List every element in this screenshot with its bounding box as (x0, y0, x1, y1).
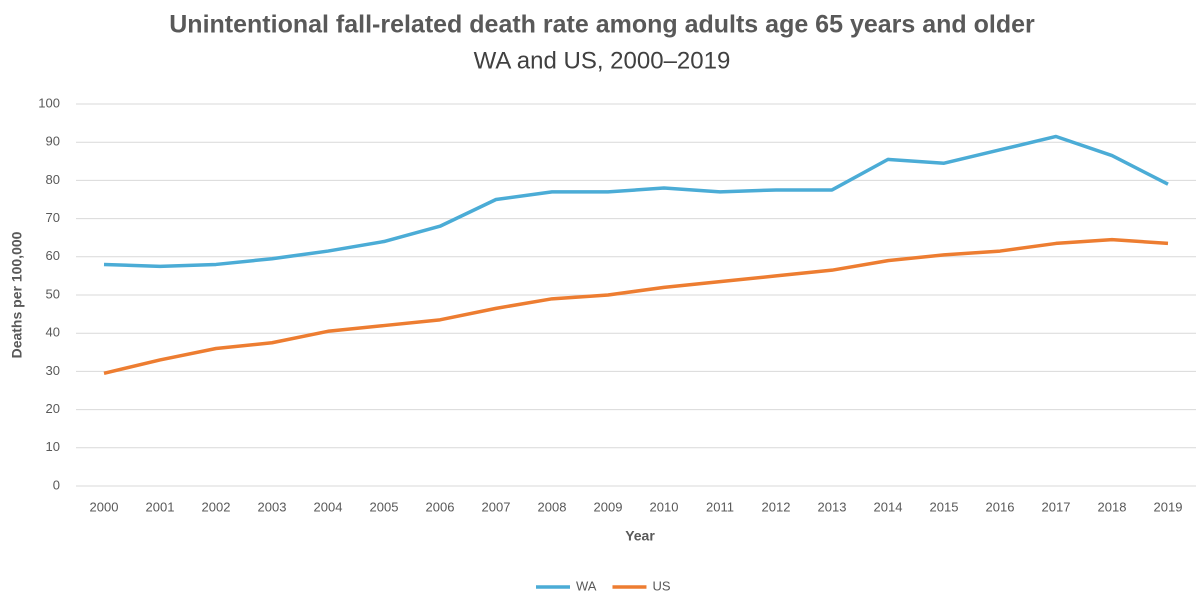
series-line (103, 237, 1169, 376)
x-tick-label: 2000 (90, 499, 119, 514)
x-axis-title: Year (625, 528, 655, 544)
x-tick-label: 2005 (370, 499, 399, 514)
y-tick-label: 70 (46, 210, 60, 225)
x-tick-label: 2006 (426, 499, 455, 514)
x-tick-label: 2012 (762, 499, 791, 514)
x-tick-label: 2002 (202, 499, 231, 514)
x-tick-label: 2017 (1042, 499, 1071, 514)
legend-label: WA (576, 578, 597, 593)
y-tick-label: 50 (46, 286, 60, 301)
chart-subtitle: WA and US, 2000–2019 (474, 47, 731, 74)
x-tick-label: 2010 (650, 499, 679, 514)
legend-label: US (652, 578, 670, 593)
y-axis-title: Deaths per 100,000 (9, 231, 25, 358)
series-line (103, 134, 1169, 269)
y-tick-label: 100 (38, 95, 60, 110)
x-tick-label: 2003 (258, 499, 287, 514)
x-tick-label: 2007 (482, 499, 511, 514)
x-tick-label: 2009 (594, 499, 623, 514)
x-tick-label: 2008 (538, 499, 567, 514)
x-tick-label: 2018 (1098, 499, 1127, 514)
y-tick-label: 40 (46, 325, 60, 340)
x-tick-label: 2004 (314, 499, 343, 514)
x-tick-label: 2019 (1154, 499, 1183, 514)
x-tick-label: 2015 (930, 499, 959, 514)
x-tick-label: 2001 (146, 499, 175, 514)
y-tick-label: 60 (46, 248, 60, 263)
x-tick-label: 2016 (986, 499, 1015, 514)
x-tick-label: 2014 (874, 499, 903, 514)
y-tick-label: 90 (46, 134, 60, 149)
y-tick-label: 10 (46, 439, 60, 454)
y-tick-label: 80 (46, 172, 60, 187)
x-tick-label: 2011 (706, 499, 734, 514)
y-tick-label: 30 (46, 363, 60, 378)
chart-title: Unintentional fall-related death rate am… (169, 11, 1035, 39)
x-tick-label: 2013 (818, 499, 847, 514)
y-tick-label: 0 (53, 477, 60, 492)
y-tick-label: 20 (46, 401, 60, 416)
